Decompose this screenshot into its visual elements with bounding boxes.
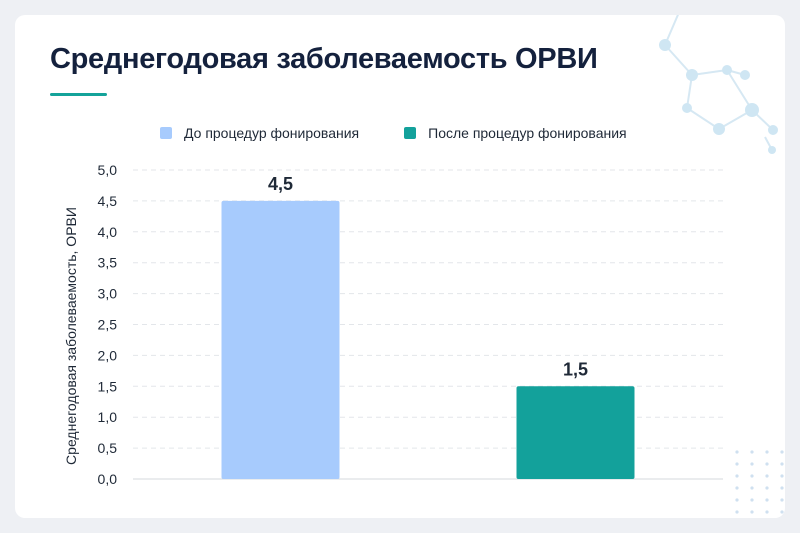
y-tick-label: 0,5 bbox=[98, 440, 118, 456]
decoration-dot bbox=[765, 474, 769, 478]
decoration-dot bbox=[735, 474, 739, 478]
legend-item-before: До процедур фонирования bbox=[160, 125, 359, 141]
decoration-dot bbox=[780, 510, 784, 514]
decoration-dot bbox=[750, 486, 754, 490]
decoration-dot bbox=[765, 486, 769, 490]
y-tick-label: 4,5 bbox=[98, 193, 118, 209]
decoration-dot bbox=[780, 450, 784, 454]
legend-swatch-after bbox=[404, 127, 417, 139]
legend-label-before: До процедур фонирования bbox=[184, 125, 360, 141]
decoration-dot bbox=[750, 462, 754, 466]
decoration-dot bbox=[750, 474, 754, 478]
decoration-dot bbox=[765, 498, 769, 502]
bar-before bbox=[221, 200, 340, 479]
legend-swatch-before bbox=[160, 127, 172, 139]
decoration-dot bbox=[735, 498, 739, 502]
chart-legend: До процедур фонирования После процедур ф… bbox=[160, 124, 672, 142]
decoration-dot bbox=[750, 510, 754, 514]
molecule-decoration bbox=[659, 15, 784, 514]
title-underline bbox=[50, 93, 107, 96]
chart-title: Среднегодовая заболеваемость ОРВИ bbox=[50, 43, 598, 75]
decoration-dot bbox=[765, 510, 769, 514]
decoration-dot bbox=[735, 510, 739, 514]
decoration-dot bbox=[780, 462, 784, 466]
legend-label-after: После процедур фонирования bbox=[428, 125, 627, 141]
y-tick-label: 5,0 bbox=[98, 162, 118, 178]
decoration-dot bbox=[750, 450, 754, 454]
decoration-dot bbox=[765, 450, 769, 454]
y-tick-label: 3,5 bbox=[98, 255, 118, 271]
legend-item-after: После процедур фонирования bbox=[404, 125, 627, 141]
y-tick-label: 4,0 bbox=[98, 224, 118, 240]
decoration-dot bbox=[780, 486, 784, 490]
decoration-dot bbox=[780, 474, 784, 478]
decoration-dot bbox=[735, 486, 739, 490]
chart-card: Среднегодовая заболеваемость ОРВИ bbox=[15, 15, 785, 518]
decoration-dot bbox=[765, 462, 769, 466]
data-label-before: 4,5 bbox=[268, 174, 293, 194]
bar-after bbox=[516, 386, 635, 479]
decoration-dot bbox=[780, 498, 784, 502]
bar-chart-plot: 0,0 0,5 1,0 1,5 2,0 2,5 3,0 3,5 4,0 4,5 5,0 4,5 1,5 bbox=[98, 162, 723, 487]
y-tick-label: 3,0 bbox=[98, 286, 118, 302]
decoration-dot bbox=[735, 462, 739, 466]
y-tick-label: 2,5 bbox=[98, 317, 118, 333]
y-tick-label: 1,0 bbox=[98, 409, 118, 425]
y-tick-label: 0,0 bbox=[98, 471, 118, 487]
y-tick-label: 1,5 bbox=[98, 378, 118, 394]
y-tick-label: 2,0 bbox=[98, 347, 118, 363]
decoration-dot bbox=[735, 450, 739, 454]
decoration-dot bbox=[750, 498, 754, 502]
data-label-after: 1,5 bbox=[563, 359, 588, 379]
